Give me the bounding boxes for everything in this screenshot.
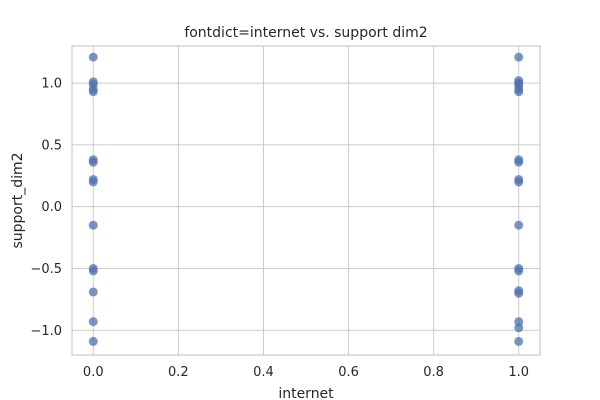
- data-points: [88, 52, 524, 346]
- y-tick-label: −0.5: [30, 262, 62, 277]
- x-axis-ticks: 0.0 0.2 0.4 0.6 0.8 1.0: [83, 365, 529, 380]
- x-axis-label: internet: [278, 386, 334, 400]
- x-tick-label: 1.0: [508, 365, 529, 380]
- chart-title: fontdict=internet vs. support dim2: [184, 25, 427, 41]
- x-tick-label: 0.0: [83, 365, 104, 380]
- scatter-point: [88, 220, 98, 230]
- scatter-point: [88, 287, 98, 297]
- grid: [72, 46, 540, 355]
- y-tick-label: −1.0: [30, 324, 62, 339]
- scatter-point: [88, 266, 98, 276]
- scatter-point: [514, 177, 524, 187]
- scatter-point: [514, 317, 524, 327]
- y-tick-label: 0.0: [41, 200, 62, 215]
- x-tick-label: 0.2: [168, 365, 189, 380]
- y-axis-ticks: −1.0 −0.5 0.0 0.5 1.0: [30, 77, 62, 339]
- x-tick-label: 0.4: [253, 365, 274, 380]
- scatter-point: [514, 87, 524, 97]
- scatter-point: [88, 317, 98, 327]
- scatter-point: [88, 336, 98, 346]
- y-tick-label: 1.0: [41, 77, 62, 92]
- x-tick-label: 0.6: [338, 365, 359, 380]
- scatter-point: [514, 220, 524, 230]
- scatter-point: [514, 157, 524, 167]
- x-tick-label: 0.8: [423, 365, 444, 380]
- y-tick-label: 0.5: [41, 138, 62, 153]
- plot-frame: [71, 45, 541, 356]
- scatter-point: [88, 157, 98, 167]
- scatter-point: [514, 288, 524, 298]
- scatter-point: [514, 52, 524, 62]
- scatter-point: [88, 52, 98, 62]
- scatter-point: [514, 336, 524, 346]
- y-axis-label: support_dim2: [10, 152, 26, 248]
- scatter-point: [514, 323, 524, 333]
- scatter-point: [88, 87, 98, 97]
- scatter-point: [88, 177, 98, 187]
- scatter-point: [514, 266, 524, 276]
